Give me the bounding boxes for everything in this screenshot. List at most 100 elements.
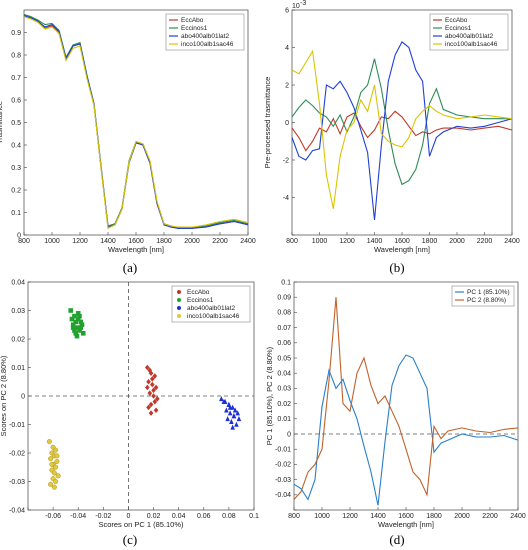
x-tick-label: 0.06 xyxy=(197,513,211,520)
scatter-point xyxy=(219,396,224,402)
series-line-3 xyxy=(23,16,249,230)
y-tick-label: 0 xyxy=(285,120,289,127)
scatter-point xyxy=(77,328,82,333)
scatter-point xyxy=(230,424,235,430)
scatter-point xyxy=(232,407,238,413)
panel-label-a: (a) xyxy=(123,260,137,275)
scatter-point xyxy=(72,313,77,319)
panel-b-chart: 800 1000 1200 1400 1600 1800 2000 2200 2400 -4 -2 0… xyxy=(263,0,520,254)
legend-entry: PC 1 (85.10%) xyxy=(467,289,510,296)
scatter-point xyxy=(75,316,81,322)
y-tick-label: -0.01 xyxy=(9,422,25,429)
x-tick-label: 0.04 xyxy=(172,513,186,520)
x-tick-label: 2400 xyxy=(240,238,256,245)
y-tick-label: -0.02 xyxy=(9,450,25,457)
scatter-point xyxy=(144,364,150,371)
panel-c-chart: -0.06 -0.04 -0.02 0 0.02 0.04 0.06 0.08 0.1 -0.04… xyxy=(0,279,259,529)
y-axis-label: Trasmittance xyxy=(0,101,4,144)
scatter-point xyxy=(73,319,79,325)
scatter-point xyxy=(69,316,75,322)
y-tick-label: 0 xyxy=(17,232,21,239)
y-tick-label: 0.04 xyxy=(277,371,291,378)
scatter-point xyxy=(229,418,234,424)
legend-entry: abo400alb01lat2 xyxy=(187,305,235,312)
scatter-point xyxy=(77,313,82,319)
y-tick-label: 0.5 xyxy=(11,120,21,127)
x-tick-label: 2000 xyxy=(454,513,470,520)
y-tick-label: 0 xyxy=(287,431,291,438)
scatter-point xyxy=(73,331,79,336)
scatter-point xyxy=(236,416,242,422)
scatter-point xyxy=(148,410,154,416)
scatter-point xyxy=(48,481,54,487)
x-tick-label: 1000 xyxy=(44,238,60,245)
y-tick-label: 0.2 xyxy=(11,187,21,194)
x-tick-label: 2200 xyxy=(482,513,498,520)
legend-entry: EccAbo xyxy=(445,17,468,24)
y-tick-label: 0.06 xyxy=(277,340,291,347)
legend-box xyxy=(171,285,251,323)
y-exponent-power: -3 xyxy=(300,0,306,7)
y-tick-label: 0.03 xyxy=(277,386,291,393)
x-axis-label: Wavelength [nm] xyxy=(374,245,430,254)
x-tick-label: 1200 xyxy=(339,238,355,245)
panel-label-b: (b) xyxy=(389,260,404,275)
y-tick-label: 0.4 xyxy=(11,142,21,149)
scatter-point xyxy=(53,479,59,485)
x-tick-label: 2200 xyxy=(477,238,493,245)
x-axis-label: Wavelength [nm] xyxy=(108,245,164,254)
y-tick-label: 0 xyxy=(21,393,25,400)
x-tick-label: 1200 xyxy=(72,238,88,245)
y-tick-label: -0.01 xyxy=(275,447,291,454)
x-tick-label: 1400 xyxy=(367,238,383,245)
y-axis-label: Scores on PC 2 (8.80%) xyxy=(0,355,8,436)
scatter-point xyxy=(53,464,59,470)
scatter-point xyxy=(80,331,86,336)
x-tick-label: -0.04 xyxy=(70,513,86,520)
scatter-point xyxy=(75,311,81,316)
x-tick-label: 0.1 xyxy=(249,513,259,520)
scatter-point xyxy=(74,325,80,330)
scatter-point xyxy=(148,370,154,376)
scatter-point xyxy=(51,470,57,476)
x-tick-label: 1000 xyxy=(314,513,330,520)
legend-entry: Eccinos1 xyxy=(187,297,214,304)
y-tick-label: 0.7 xyxy=(11,75,21,82)
legend-marker xyxy=(177,298,181,302)
scatter-point xyxy=(153,407,159,414)
scatter-point xyxy=(151,387,156,394)
x-tick-label: 2000 xyxy=(184,238,200,245)
y-tick-label: 0.8 xyxy=(11,52,21,59)
scatter-point xyxy=(148,401,154,408)
x-tick-label: 0.02 xyxy=(147,513,161,520)
x-axis-label: Wavelength [nm] xyxy=(378,520,434,529)
scatter-point xyxy=(227,410,233,416)
scatter-point xyxy=(150,376,155,382)
scatter-point xyxy=(147,390,153,396)
legend-entry: EccAbo xyxy=(187,289,210,296)
scatter-point xyxy=(68,308,73,313)
panel-d-chart: 800 1000 1200 1400 1600 1800 2000 2200 2400 -0.04… xyxy=(265,279,526,529)
y-axis-label: Pre-processed trasmittance xyxy=(263,77,272,169)
x-tick-label: -0.06 xyxy=(45,513,61,520)
scatter-point xyxy=(53,447,59,453)
y-tick-label: -0.03 xyxy=(9,479,25,486)
scatter-point xyxy=(51,484,57,490)
series-line-2 xyxy=(291,41,513,221)
x-tick-label: 2200 xyxy=(212,238,228,245)
x-tick-label: 1600 xyxy=(398,513,414,520)
scatter-point xyxy=(72,328,77,333)
scatter-point xyxy=(55,473,61,479)
panel-a-chart: 800 1000 1200 1400 1600 1800 2000 2200 2400 0 0.1 0… xyxy=(0,9,256,254)
scatter-point xyxy=(231,413,237,419)
scatter-point xyxy=(235,410,240,416)
legend-entry: abo400alb01lat2 xyxy=(181,33,229,40)
scatter-point xyxy=(54,459,60,465)
scatter-point xyxy=(54,453,60,459)
legend-entry: inco100alb1sac46 xyxy=(445,41,498,48)
scatter-point xyxy=(70,322,76,328)
x-tick-label: 0.08 xyxy=(222,513,236,520)
x-tick-label: 1800 xyxy=(422,238,438,245)
y-tick-label: 0.07 xyxy=(277,325,291,332)
y-tick-label: -0.04 xyxy=(275,492,291,499)
